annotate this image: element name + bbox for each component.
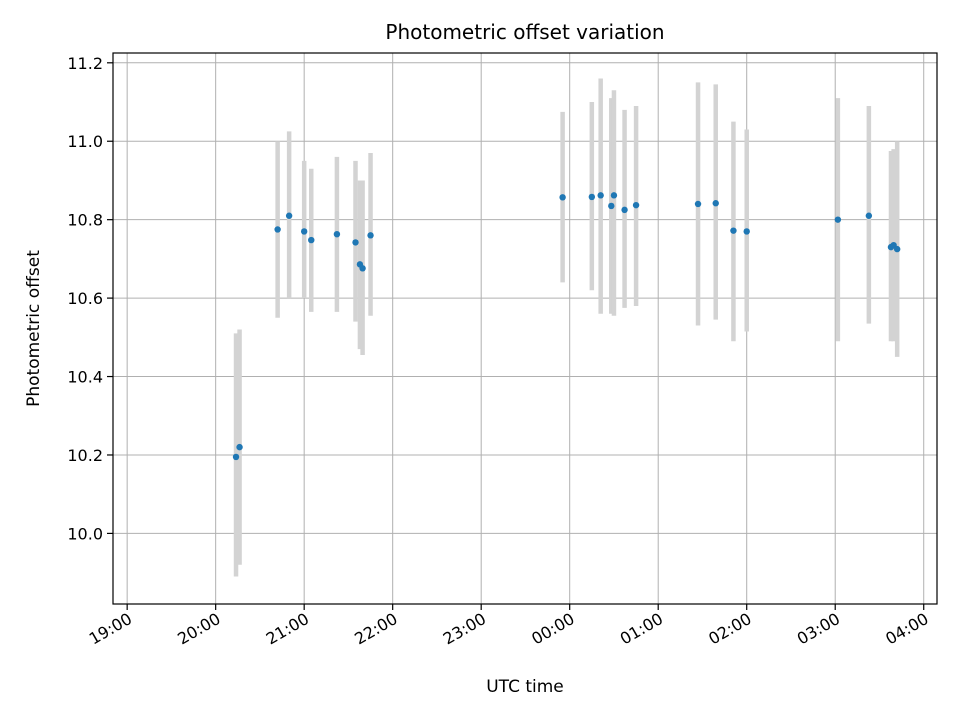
data-point xyxy=(597,192,604,199)
data-point xyxy=(367,232,374,239)
x-axis-label: UTC time xyxy=(486,677,564,697)
data-point xyxy=(232,453,240,461)
data-point xyxy=(743,228,750,235)
data-point xyxy=(834,216,842,223)
plot-frame xyxy=(112,52,938,605)
y-axis-label: Photometric offset xyxy=(24,250,44,407)
data-point xyxy=(333,230,341,238)
y-tick-label: 10.2 xyxy=(67,446,103,465)
data-points xyxy=(232,192,901,461)
y-tick-label: 10.6 xyxy=(67,289,103,308)
y-tick-label: 10.4 xyxy=(67,368,103,387)
data-point xyxy=(610,192,618,199)
data-point xyxy=(730,227,737,234)
data-point xyxy=(274,226,281,233)
data-point xyxy=(359,265,366,272)
data-point xyxy=(893,245,901,253)
data-point xyxy=(865,212,873,219)
data-point xyxy=(632,201,640,209)
data-point xyxy=(559,194,566,201)
y-tick-label: 10.0 xyxy=(67,524,103,543)
data-point xyxy=(236,443,243,451)
data-point xyxy=(712,200,719,207)
data-point xyxy=(308,236,315,244)
y-tick-label: 11.2 xyxy=(67,54,103,73)
chart-title: Photometric offset variation xyxy=(385,20,664,44)
data-point xyxy=(352,239,359,246)
data-point xyxy=(608,202,615,210)
data-point xyxy=(300,228,308,235)
y-tick-label: 10.8 xyxy=(67,211,103,230)
y-tick-label: 11.0 xyxy=(67,132,103,151)
data-point xyxy=(588,193,596,201)
data-point xyxy=(285,212,293,219)
data-point xyxy=(694,200,702,208)
data-point xyxy=(621,206,628,214)
